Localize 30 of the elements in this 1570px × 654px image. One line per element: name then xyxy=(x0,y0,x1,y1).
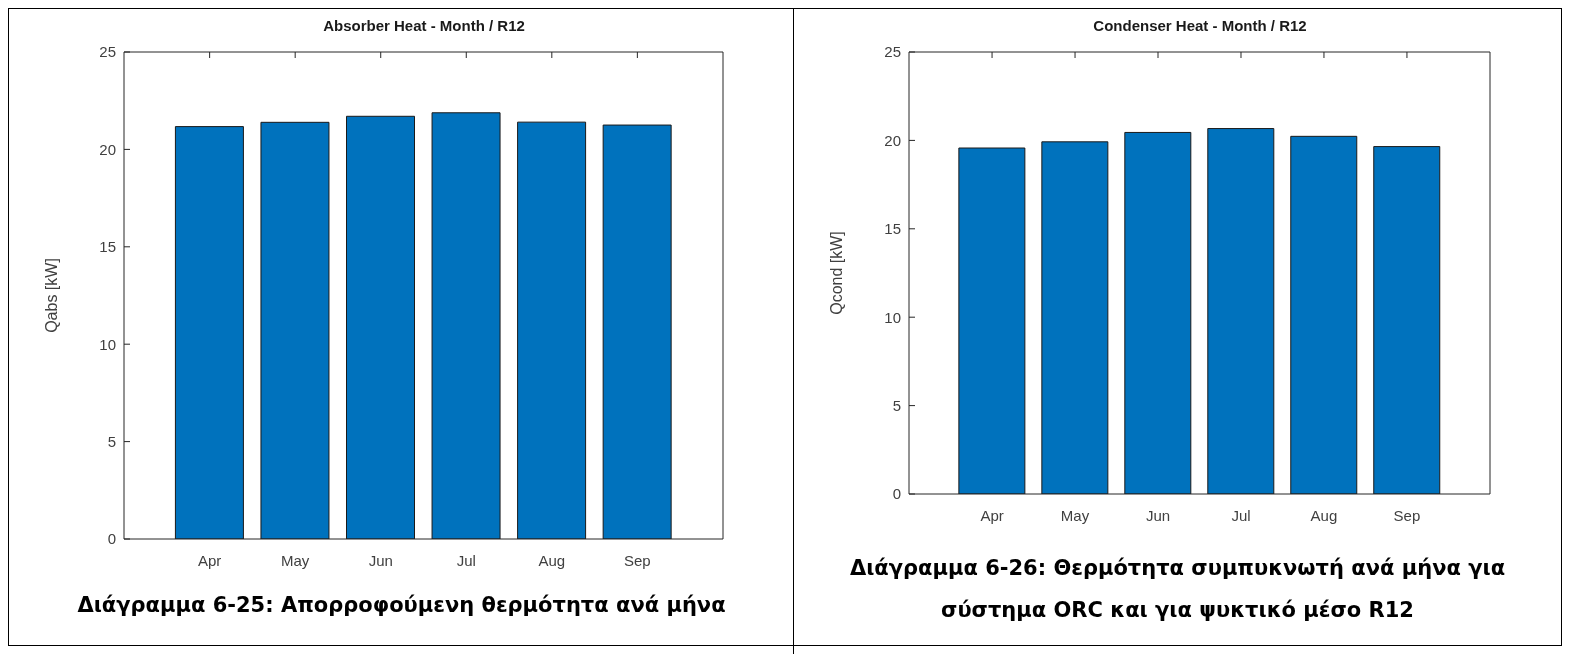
text: Διάγραμμα 6-25: Απορροφούμενη θερμότητα ανά μήνα xyxy=(76,592,727,619)
x-tick-label: Sep xyxy=(624,551,651,569)
y-tick-label: 20 xyxy=(99,140,116,158)
x-tick-label: Apr xyxy=(980,506,1004,524)
y-tick-label: 5 xyxy=(892,396,901,414)
y-tick-label: 25 xyxy=(884,43,901,61)
y-tick-label: 20 xyxy=(884,131,901,149)
y-tick-label: 0 xyxy=(892,485,901,503)
x-tick-label: Aug xyxy=(1310,506,1338,524)
chart-title: Condenser Heat - Month / R12 xyxy=(1092,17,1308,34)
x-tick-label: Jul xyxy=(456,551,476,569)
x-tick-label: May xyxy=(1060,506,1090,524)
y-tick-label: 15 xyxy=(884,220,901,238)
chart-title: Absorber Heat - Month / R12 xyxy=(322,17,526,34)
text: Διάγραμμα 6-26: Θερμότητα συμπυκνωτή ανά μήνα για σύστημα ORC και για ψυκτικό μέσο R12 xyxy=(849,555,1506,624)
y-axis-title: Qcond [kW] xyxy=(827,231,845,315)
x-tick-label: May xyxy=(281,551,310,569)
y-tick-label: 15 xyxy=(99,238,116,256)
y-tick-label: 10 xyxy=(884,308,901,326)
x-tick-label: Aug xyxy=(538,551,566,569)
y-tick-label: 0 xyxy=(107,530,116,548)
x-tick-label: Apr xyxy=(197,551,222,569)
x-tick-label: Jun xyxy=(1145,506,1171,524)
x-tick-label: Jun xyxy=(368,551,393,569)
y-tick-label: 5 xyxy=(107,432,116,450)
y-tick-label: 10 xyxy=(99,335,116,353)
x-tick-label: Jul xyxy=(1231,506,1251,524)
y-tick-label: 25 xyxy=(99,43,116,61)
x-tick-label: Sep xyxy=(1393,506,1421,524)
y-axis-title: Qabs [kW] xyxy=(42,258,60,333)
